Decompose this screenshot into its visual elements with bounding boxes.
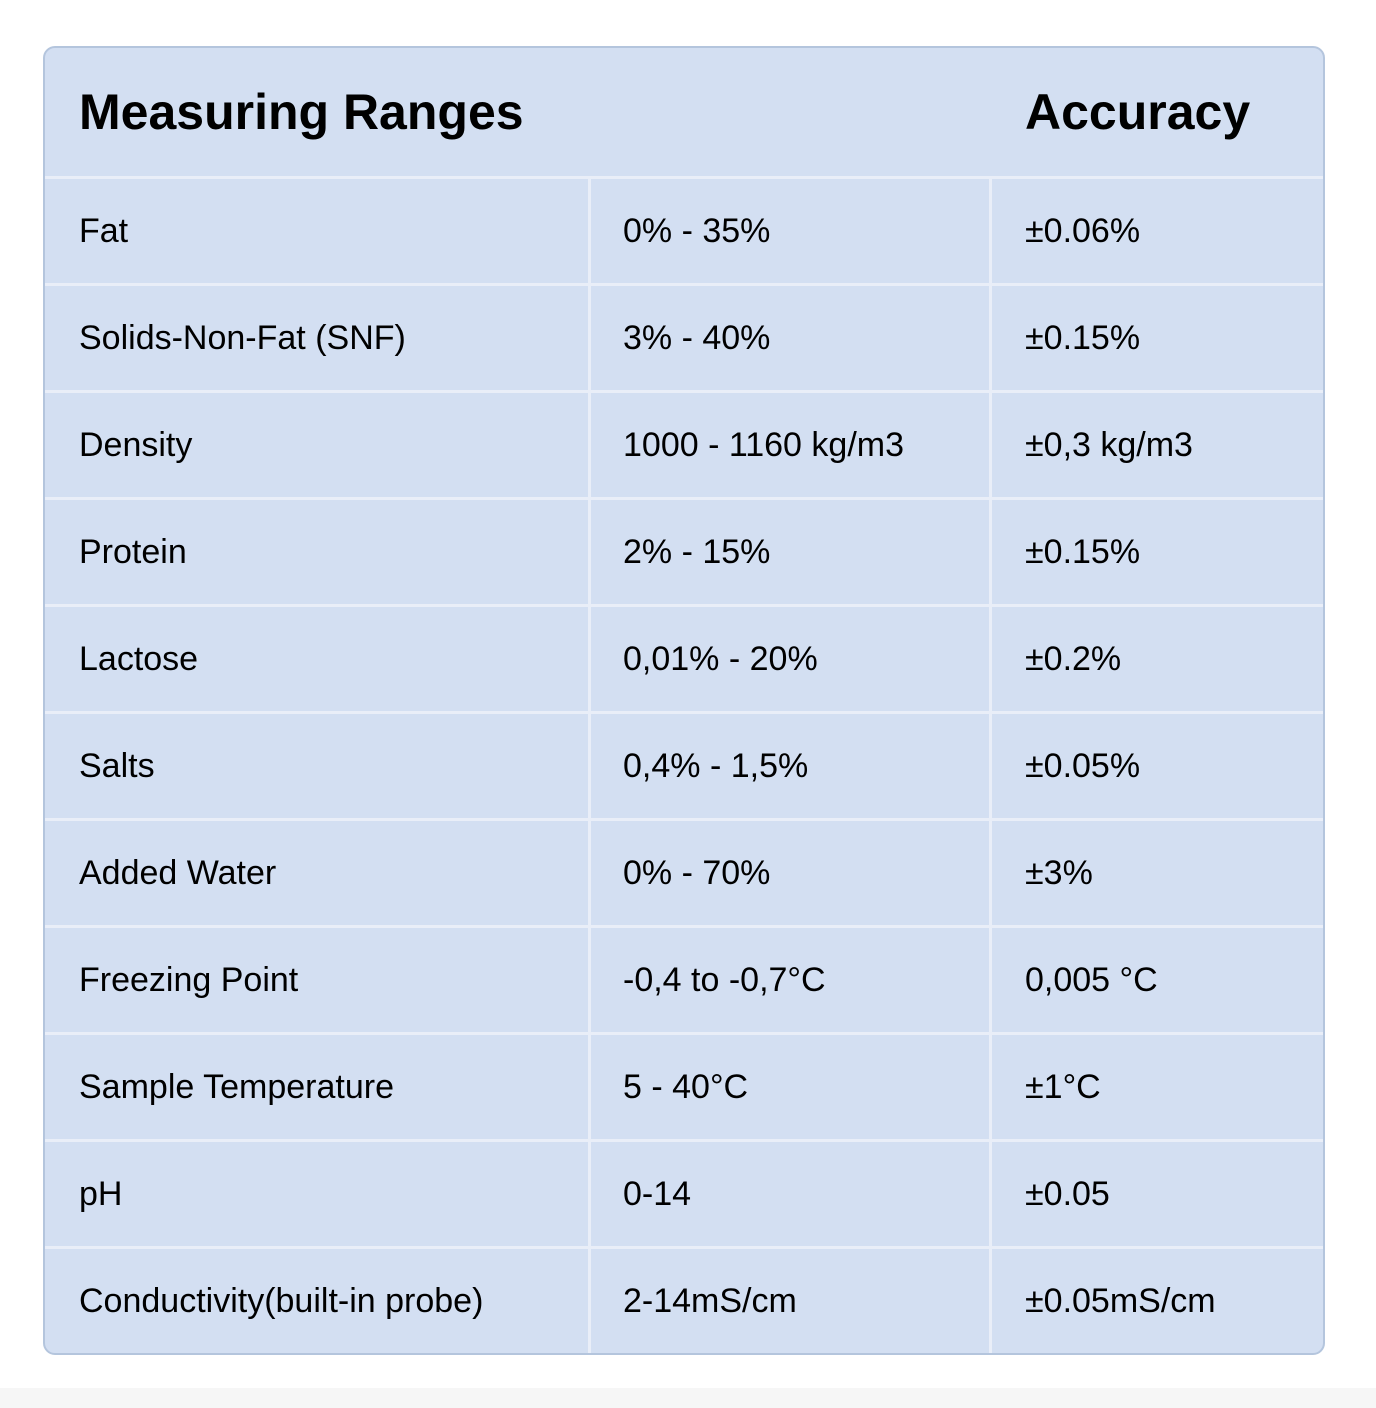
parameter-cell: Lactose [79, 640, 199, 678]
parameter-cell: Added Water [79, 854, 277, 892]
parameter-cell: Density [79, 426, 193, 464]
table-row: Fat 0% - 35% ±0.06% [45, 176, 1323, 283]
column-divider [989, 176, 992, 1353]
table-row: pH 0-14 ±0.05 [45, 1139, 1323, 1246]
parameter-cell: Protein [79, 533, 187, 571]
table-row: Solids-Non-Fat (SNF) 3% - 40% ±0.15% [45, 283, 1323, 390]
accuracy-cell: ±0.06% [1025, 212, 1141, 250]
parameter-cell: Salts [79, 747, 155, 785]
range-cell: 0% - 35% [623, 212, 771, 250]
table-row: Density 1000 - 1160 kg/m3 ±0,3 kg/m3 [45, 390, 1323, 497]
accuracy-cell: 0,005 °C [1025, 961, 1158, 999]
table-row: Protein 2% - 15% ±0.15% [45, 497, 1323, 604]
range-cell: 1000 - 1160 kg/m3 [623, 426, 904, 464]
accuracy-cell: ±0.2% [1025, 640, 1122, 678]
page-bottom-strip [0, 1388, 1376, 1408]
accuracy-cell: ±1°C [1025, 1068, 1101, 1106]
accuracy-cell: ±0.05% [1025, 747, 1141, 785]
table-row: Added Water 0% - 70% ±3% [45, 818, 1323, 925]
parameter-cell: Solids-Non-Fat (SNF) [79, 319, 406, 357]
range-cell: 2-14mS/cm [623, 1282, 797, 1320]
accuracy-cell: ±0.15% [1025, 319, 1141, 357]
parameter-cell: pH [79, 1175, 123, 1213]
parameter-cell: Fat [79, 212, 129, 250]
parameter-cell: Sample Temperature [79, 1068, 394, 1106]
range-cell: 2% - 15% [623, 533, 771, 571]
range-cell: 5 - 40°C [623, 1068, 749, 1106]
table-header: Measuring Ranges Accuracy [45, 48, 1323, 176]
spec-table: Measuring Ranges Accuracy Fat 0% - 35% ±… [43, 46, 1325, 1355]
range-cell: 0,01% - 20% [623, 640, 818, 678]
table-row: Freezing Point -0,4 to -0,7°C 0,005 °C [45, 925, 1323, 1032]
table-row: Salts 0,4% - 1,5% ±0.05% [45, 711, 1323, 818]
range-cell: 0,4% - 1,5% [623, 747, 809, 785]
column-divider [588, 176, 591, 1353]
accuracy-cell: ±0.05mS/cm [1025, 1282, 1216, 1320]
table-row: Sample Temperature 5 - 40°C ±1°C [45, 1032, 1323, 1139]
range-cell: 0% - 70% [623, 854, 771, 892]
range-cell: 0-14 [623, 1175, 692, 1213]
accuracy-cell: ±3% [1025, 854, 1093, 892]
table-row: Conductivity(built-in probe) 2-14mS/cm ±… [45, 1246, 1323, 1353]
accuracy-cell: ±0.05 [1025, 1175, 1110, 1213]
parameter-cell: Freezing Point [79, 961, 299, 999]
accuracy-cell: ±0.15% [1025, 533, 1141, 571]
parameter-cell: Conductivity(built-in probe) [79, 1282, 484, 1320]
table-row: Lactose 0,01% - 20% ±0.2% [45, 604, 1323, 711]
header-accuracy: Accuracy [1025, 84, 1251, 140]
range-cell: 3% - 40% [623, 319, 771, 357]
accuracy-cell: ±0,3 kg/m3 [1025, 426, 1193, 464]
range-cell: -0,4 to -0,7°C [623, 961, 826, 999]
header-measuring-ranges: Measuring Ranges [79, 84, 524, 140]
